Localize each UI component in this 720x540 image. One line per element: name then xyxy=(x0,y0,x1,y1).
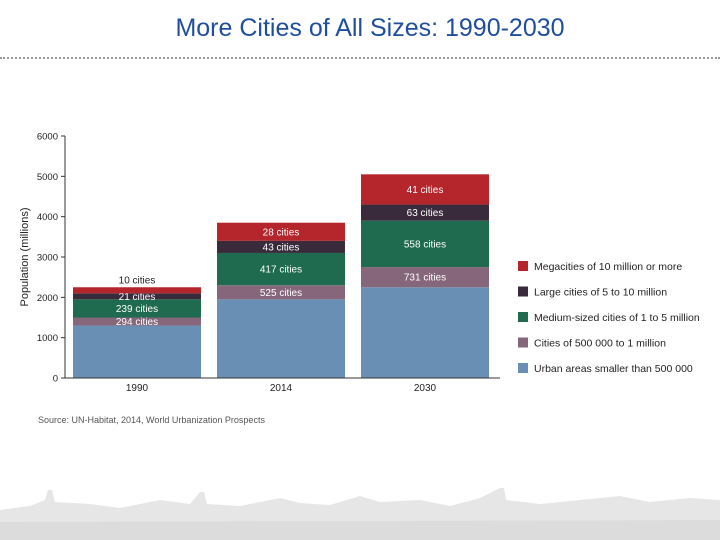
bar-segment xyxy=(73,299,201,318)
y-tick-label: 3000 xyxy=(37,253,58,264)
bar-segment xyxy=(361,267,489,288)
legend-swatch xyxy=(518,363,528,373)
bar-segment xyxy=(361,287,489,378)
x-tick-label: 2014 xyxy=(270,383,293,394)
legend-swatch xyxy=(518,337,528,348)
data-label: 41 cities xyxy=(407,185,444,196)
bar-segment xyxy=(73,293,201,300)
data-label: 43 cities xyxy=(263,242,300,253)
legend-label: Megacities of 10 million or more xyxy=(534,261,682,273)
title-divider xyxy=(0,57,720,59)
legend-label: Cities of 500 000 to 1 million xyxy=(534,338,666,350)
data-label: 10 cities xyxy=(119,275,156,286)
y-tick-label: 2000 xyxy=(37,293,58,304)
y-tick-label: 6000 xyxy=(37,132,58,143)
legend-swatch xyxy=(518,286,528,297)
data-label: 239 cities xyxy=(116,304,158,315)
y-tick-label: 0 xyxy=(53,374,58,385)
legend-swatch xyxy=(518,261,528,271)
data-label: 417 cities xyxy=(260,265,302,276)
data-label: 294 cities xyxy=(116,317,158,328)
bar-segment xyxy=(361,174,489,205)
slide-title: More Cities of All Sizes: 1990-2030 xyxy=(175,14,565,42)
data-label: 63 cities xyxy=(407,208,444,219)
bar-segment xyxy=(217,222,345,241)
data-label: 731 cities xyxy=(404,273,446,284)
bar-segment xyxy=(217,299,345,378)
bar-segment xyxy=(361,204,489,221)
legend-label: Medium-sized cities of 1 to 5 million xyxy=(534,312,700,324)
bar-segment xyxy=(217,252,345,286)
data-label: 28 cities xyxy=(263,227,300,238)
bar-segment xyxy=(361,220,489,268)
bar-segment xyxy=(73,317,201,326)
data-label: 21 cities xyxy=(119,292,156,303)
data-label: 558 cities xyxy=(404,239,446,250)
data-label: 525 cities xyxy=(260,288,302,299)
y-tick-label: 4000 xyxy=(37,212,58,223)
legend-label: Urban areas smaller than 500 000 xyxy=(534,363,693,375)
bar-segment xyxy=(217,240,345,253)
y-axis-label: Population (millions) xyxy=(19,207,31,306)
x-tick-label: 2030 xyxy=(414,383,437,394)
x-tick-label: 1990 xyxy=(126,383,149,394)
legend-label: Large cities of 5 to 10 million xyxy=(534,287,667,299)
city-skyline-image xyxy=(0,470,720,540)
bar-segment xyxy=(73,325,201,378)
source-note: Source: UN-Habitat, 2014, World Urbaniza… xyxy=(38,415,265,425)
bar-segment xyxy=(73,287,201,294)
legend-swatch xyxy=(518,312,528,322)
bar-segment xyxy=(217,285,345,300)
y-tick-label: 1000 xyxy=(37,333,58,344)
y-tick-label: 5000 xyxy=(37,172,58,183)
